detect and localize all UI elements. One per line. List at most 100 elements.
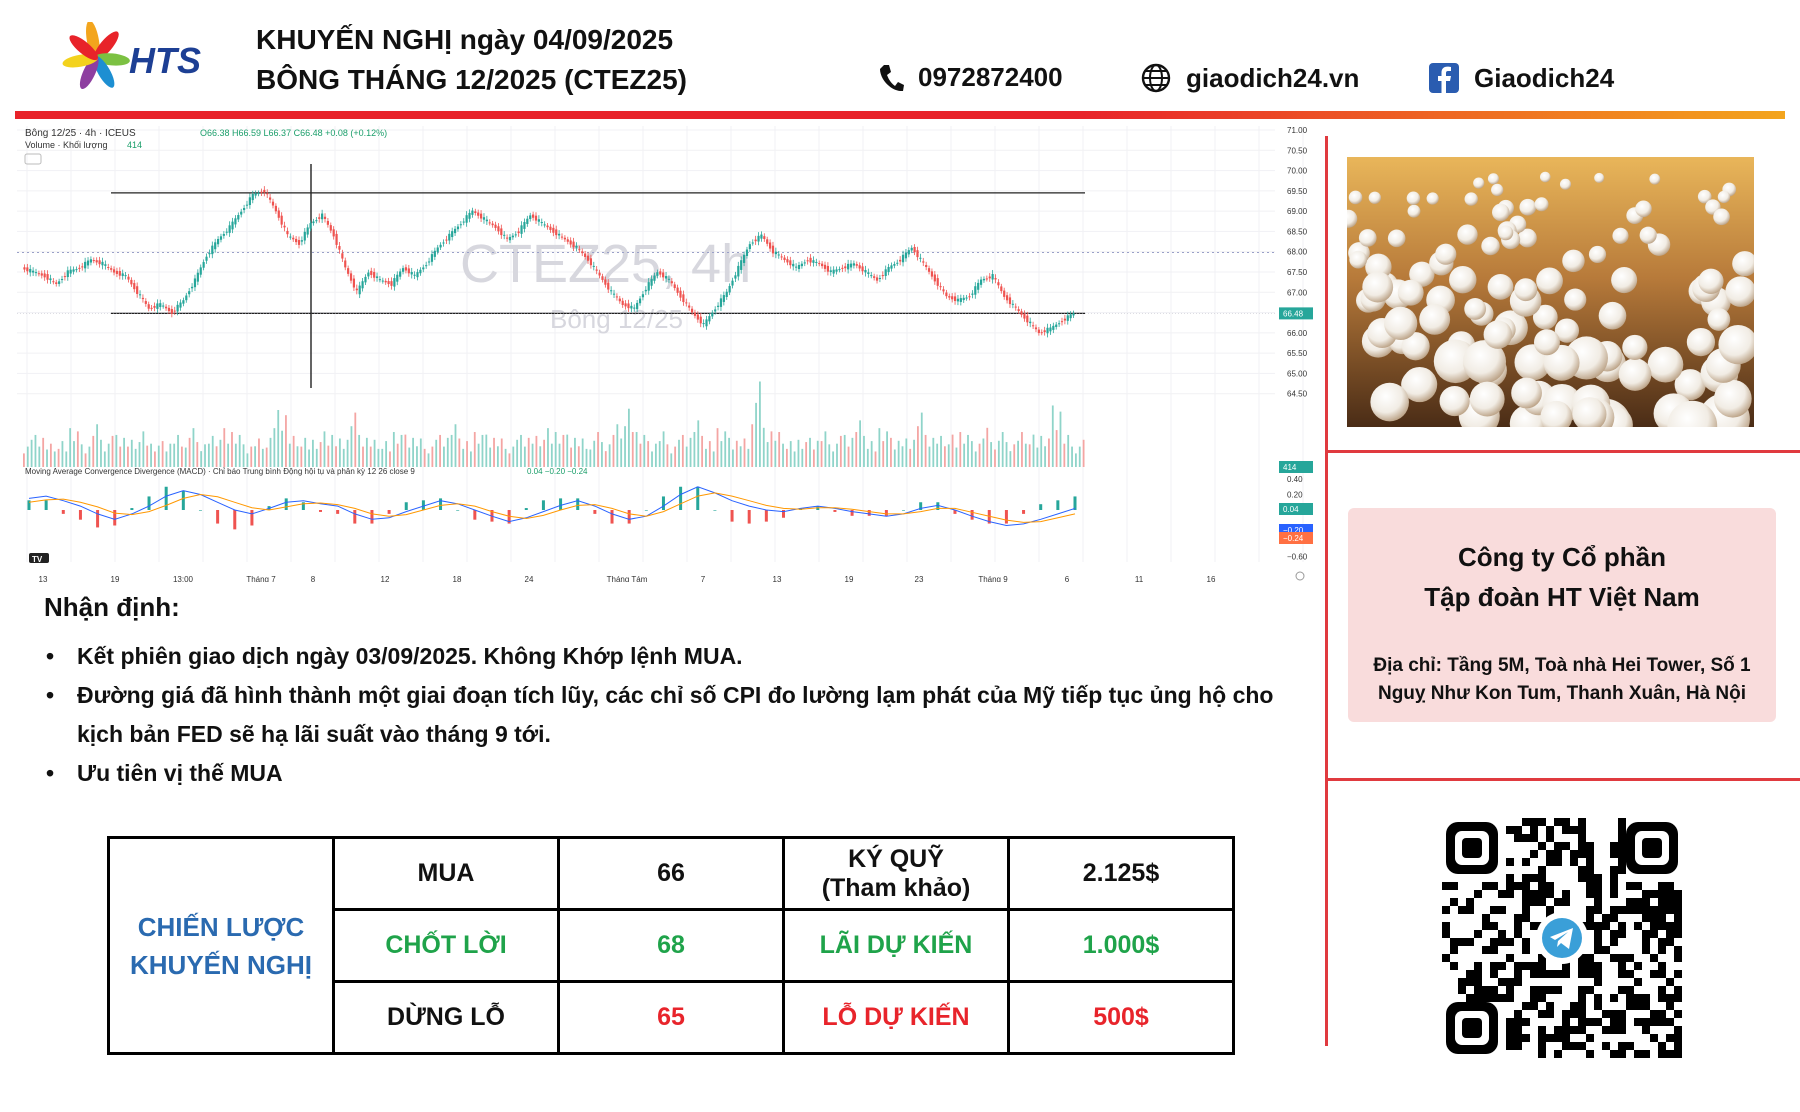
volume-bar (855, 432, 858, 467)
volume-bar (1028, 444, 1031, 467)
candle-body (352, 278, 356, 288)
volume-bar (882, 441, 885, 467)
cotton-boll (1387, 229, 1406, 248)
volume-bar (458, 438, 461, 467)
cotton-boll (1487, 173, 1499, 185)
qr-module (1586, 954, 1594, 962)
volume-bar (88, 446, 91, 467)
candle-body (358, 285, 361, 295)
macd-values: 0.04 −0.20 −0.24 (527, 467, 588, 476)
macd-histogram-bar (679, 486, 683, 510)
qr-module (1666, 978, 1674, 986)
qr-module (1586, 1050, 1594, 1058)
volume-bar (963, 443, 966, 467)
time-axis: 13 19 13:00 Tháng 7 8 12 18 24 Tháng Tám 7 13 19 23 T… (39, 575, 1216, 582)
volume-bar (785, 448, 788, 467)
candle-body (211, 245, 214, 255)
macd-histogram-bar (713, 510, 717, 511)
qr-module (1562, 890, 1570, 898)
phone-contact[interactable]: 0972872400 (878, 62, 1063, 93)
volume-bar (211, 435, 214, 467)
macd-histogram-bar (353, 510, 357, 524)
candle-body (274, 205, 277, 212)
macd-badge-bg (1279, 503, 1313, 515)
qr-module (1570, 1042, 1578, 1050)
candle-body (364, 276, 367, 283)
candle-body (734, 275, 737, 279)
telegram-qr-code[interactable] (1442, 818, 1682, 1058)
volume-bar (308, 449, 310, 467)
candle-body (289, 236, 292, 238)
volume-bar (778, 432, 781, 467)
candle-body (711, 312, 714, 317)
qr-module (1554, 898, 1562, 906)
qr-module (1538, 970, 1546, 978)
volume-bar (373, 439, 376, 467)
volume-bar (712, 451, 715, 467)
macd-histogram-bar (1022, 510, 1026, 514)
qr-module (1578, 874, 1586, 882)
candle-body (488, 222, 491, 224)
candle-body (705, 319, 708, 327)
candle-body (896, 262, 899, 264)
candle-body (92, 260, 95, 262)
volume-bar (180, 446, 183, 467)
macd-histogram-bar (644, 510, 648, 511)
candle-body (595, 269, 598, 271)
qr-module (1586, 970, 1594, 978)
qr-module (1498, 978, 1506, 986)
candle-body (176, 304, 179, 312)
qr-module (1650, 890, 1658, 898)
cotton-boll (1622, 334, 1648, 360)
candle-body (303, 231, 306, 241)
macd-histogram-bar (1004, 510, 1008, 524)
cotton-boll (1348, 190, 1363, 205)
chart-settings-icon[interactable] (1295, 571, 1305, 581)
cotton-boll (1517, 228, 1537, 248)
volume-bar (354, 412, 357, 467)
qr-module (1530, 994, 1538, 1002)
candle-body (636, 302, 639, 310)
qr-module (1514, 1042, 1522, 1050)
collapse-button[interactable] (24, 153, 42, 165)
qr-module (1490, 962, 1498, 970)
qr-module (1538, 866, 1546, 874)
candle-body (222, 234, 225, 236)
macd-histogram-bar (404, 502, 408, 510)
macd-histogram-bar (902, 510, 906, 511)
volume-bar (250, 446, 253, 467)
candle-body (46, 274, 49, 280)
candle-body (1017, 309, 1020, 312)
candle-body (809, 257, 812, 263)
volume-bar (335, 446, 337, 467)
qr-module (1562, 962, 1570, 970)
volume-bar (1032, 434, 1035, 467)
volume-bar (905, 438, 908, 467)
macd-histogram-bar (113, 510, 117, 526)
company-name-line2: Tập đoàn HT Việt Nam (1424, 582, 1700, 612)
volume-bar (824, 431, 827, 467)
candle-body (205, 256, 208, 261)
price-tick-label: 68.00 (1287, 248, 1308, 257)
volume-bar (874, 451, 877, 467)
cotton-boll (1612, 227, 1629, 244)
candle-body (1066, 315, 1069, 321)
volume-bar (500, 438, 503, 467)
candle-body (60, 279, 64, 281)
candle-body (575, 245, 578, 248)
cotton-boll (1618, 358, 1652, 391)
candle-body (231, 221, 234, 230)
facebook-contact[interactable]: Giaodich24 (1428, 62, 1614, 94)
volume-bar (377, 448, 380, 467)
qr-module (1666, 890, 1674, 898)
candle-body (610, 290, 613, 292)
qr-module (1514, 978, 1522, 986)
volume-bar (127, 446, 129, 467)
candle-body (601, 276, 604, 280)
volume-bar (246, 453, 249, 467)
volume-bar (643, 434, 646, 467)
volume-bar (258, 438, 260, 467)
website-contact[interactable]: giaodich24.vn (1140, 62, 1359, 94)
candle-body (69, 269, 72, 274)
volume-bar (261, 448, 264, 467)
